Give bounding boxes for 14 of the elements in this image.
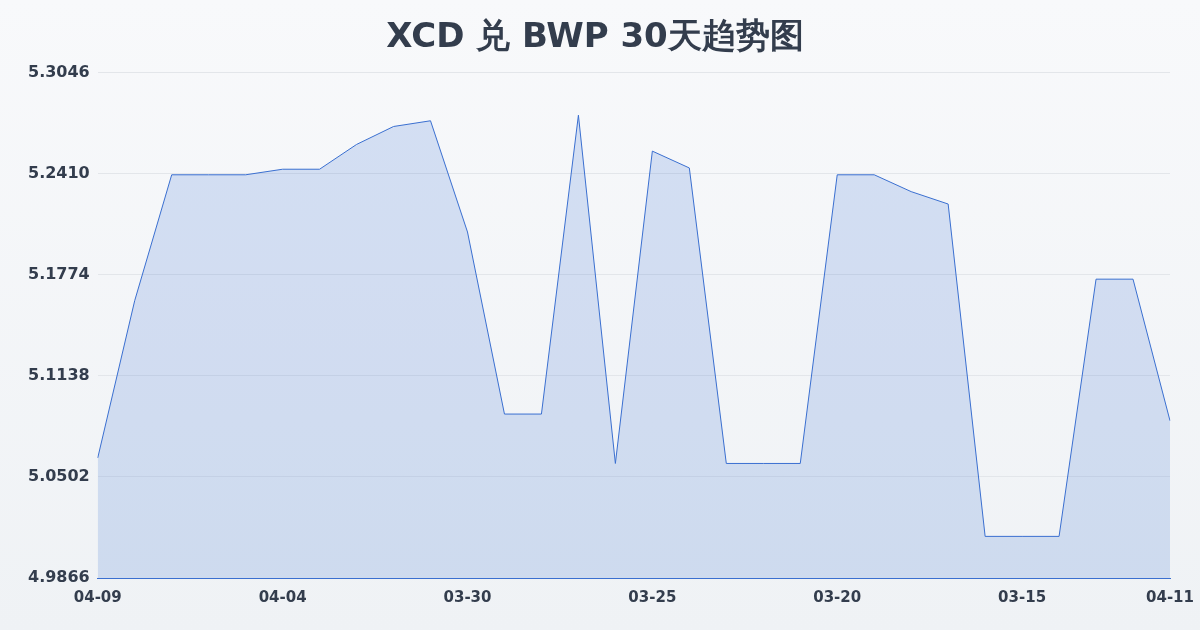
y-tick-label: 5.1138 (27, 365, 90, 385)
y-tick-label: 5.0502 (27, 466, 90, 486)
x-tick-label: 04-04 (258, 587, 307, 606)
x-tick-label: 04-11 (1146, 587, 1194, 606)
y-tick-label: 5.3046 (27, 61, 90, 81)
chart-title: XCD 兑 BWP 30天趋势图 (386, 15, 804, 56)
y-tick-label: 5.2410 (27, 163, 90, 182)
x-tick-label: 03-30 (443, 587, 492, 606)
x-tick-label: 03-25 (628, 587, 677, 606)
x-tick-label: 03-20 (813, 587, 862, 606)
x-tick-label: 04-09 (73, 587, 122, 606)
y-tick-label: 5.1774 (27, 264, 90, 284)
y-tick-label: 4.9866 (27, 567, 90, 587)
x-tick-label: 03-15 (998, 587, 1047, 606)
